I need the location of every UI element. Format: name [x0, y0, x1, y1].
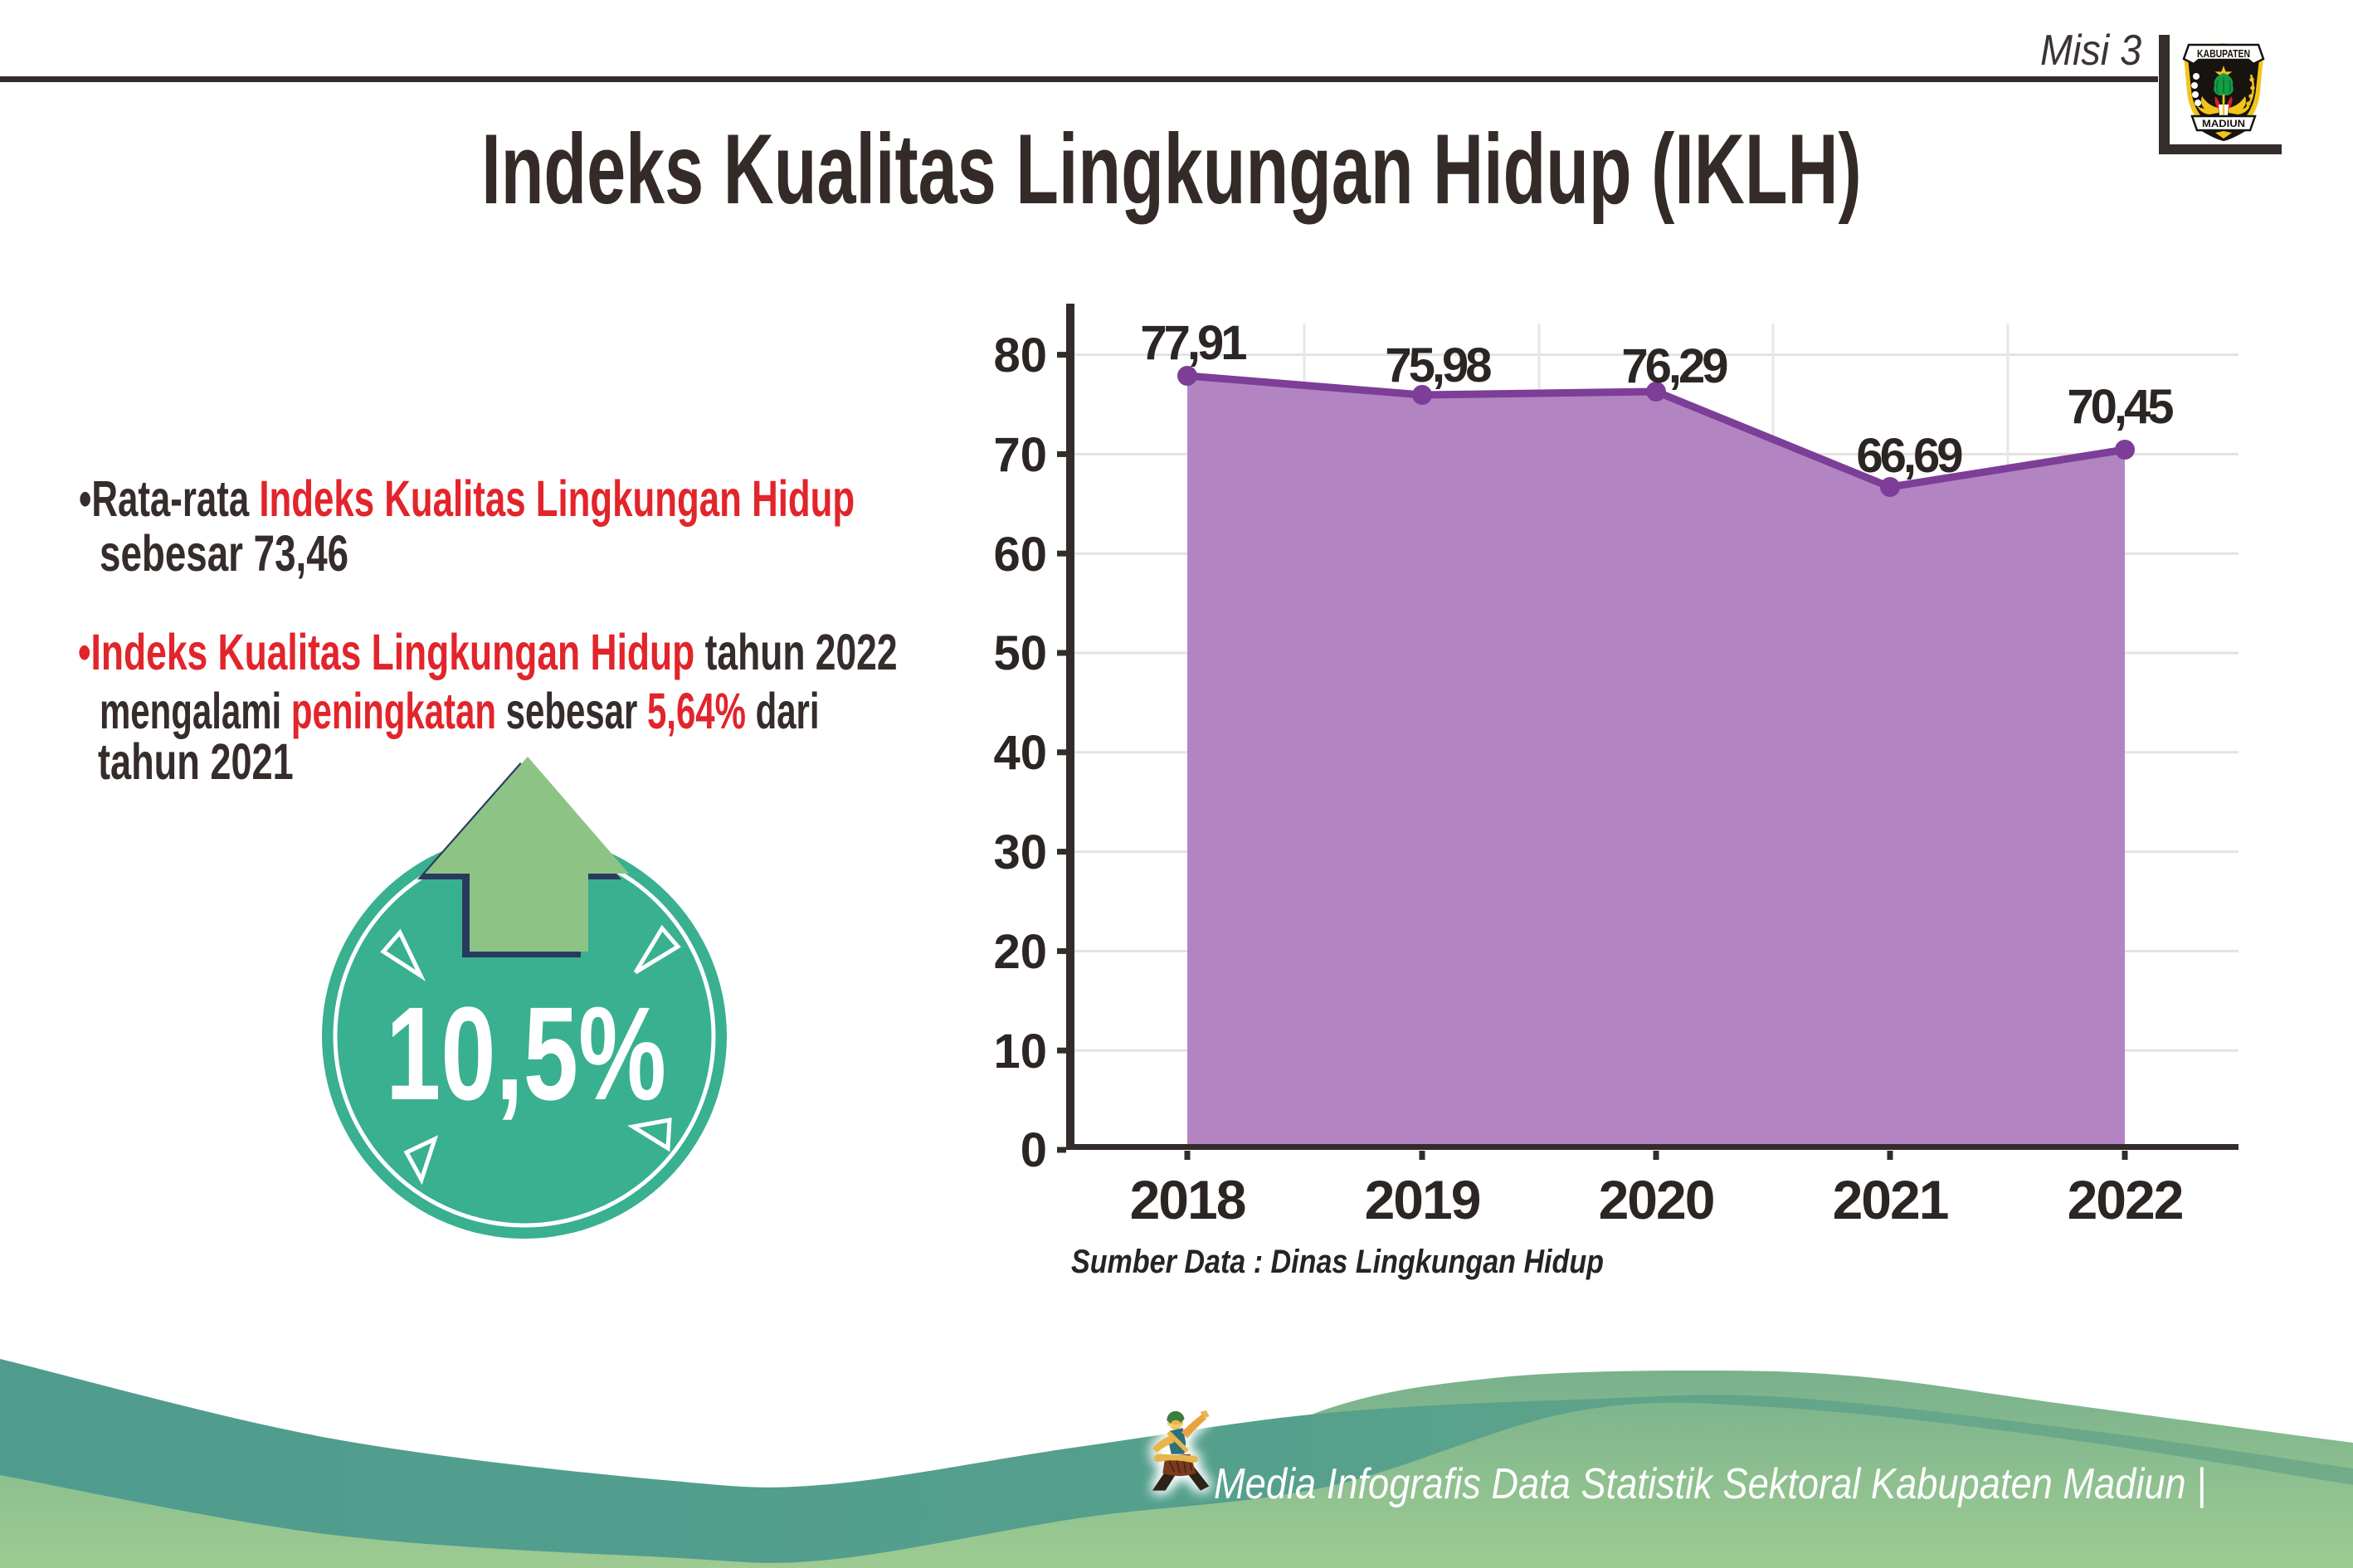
svg-text:76,29: 76,29: [1621, 339, 1727, 393]
svg-text:2021: 2021: [1833, 1169, 1948, 1230]
svg-text:Misi 3: Misi 3: [2040, 27, 2142, 75]
svg-text:20: 20: [993, 925, 1047, 979]
svg-text:70,45: 70,45: [2067, 380, 2173, 434]
svg-text:80: 80: [993, 329, 1047, 382]
svg-text:10: 10: [993, 1025, 1047, 1079]
svg-text:•Indeks Kualitas Lingkungan Hi: •Indeks Kualitas Lingkungan Hidup tahun …: [78, 625, 898, 680]
svg-text:mengalami peningkatan sebesar: mengalami peningkatan sebesar 5,64% dari: [100, 684, 820, 740]
svg-text:70: 70: [993, 428, 1047, 482]
svg-text:Sumber Data : Dinas Lingkungan: Sumber Data : Dinas Lingkungan Hidup: [1071, 1244, 1604, 1280]
svg-text:66,69: 66,69: [1856, 429, 1962, 483]
svg-text:tahun 2021: tahun 2021: [98, 733, 294, 790]
svg-text:MADIUN: MADIUN: [2202, 118, 2245, 129]
svg-text:60: 60: [993, 528, 1047, 582]
svg-text:2018: 2018: [1130, 1169, 1245, 1230]
svg-text:50: 50: [993, 626, 1047, 680]
svg-text:2022: 2022: [2068, 1169, 2183, 1230]
svg-text:•Rata-rata Indeks Kualitas Lin: •Rata-rata Indeks Kualitas Lingkungan Hi…: [79, 471, 855, 528]
svg-text:Indeks Kualitas Lingkungan Hid: Indeks Kualitas Lingkungan Hidup (IKLH): [481, 113, 1861, 224]
svg-text:40: 40: [993, 726, 1047, 780]
svg-text:Media Infografis Data Statisti: Media Infografis Data Statistik Sektoral…: [1214, 1460, 2206, 1508]
svg-text:2019: 2019: [1365, 1169, 1480, 1230]
svg-text:KABUPATEN: KABUPATEN: [2197, 48, 2250, 60]
svg-text:75,98: 75,98: [1385, 338, 1491, 392]
svg-text:10,5%: 10,5%: [386, 979, 666, 1127]
svg-text:0: 0: [1021, 1123, 1047, 1177]
svg-text:sebesar 73,46: sebesar 73,46: [100, 526, 348, 582]
svg-text:30: 30: [993, 825, 1047, 879]
svg-text:77,91: 77,91: [1140, 316, 1246, 370]
svg-text:2020: 2020: [1599, 1169, 1714, 1230]
